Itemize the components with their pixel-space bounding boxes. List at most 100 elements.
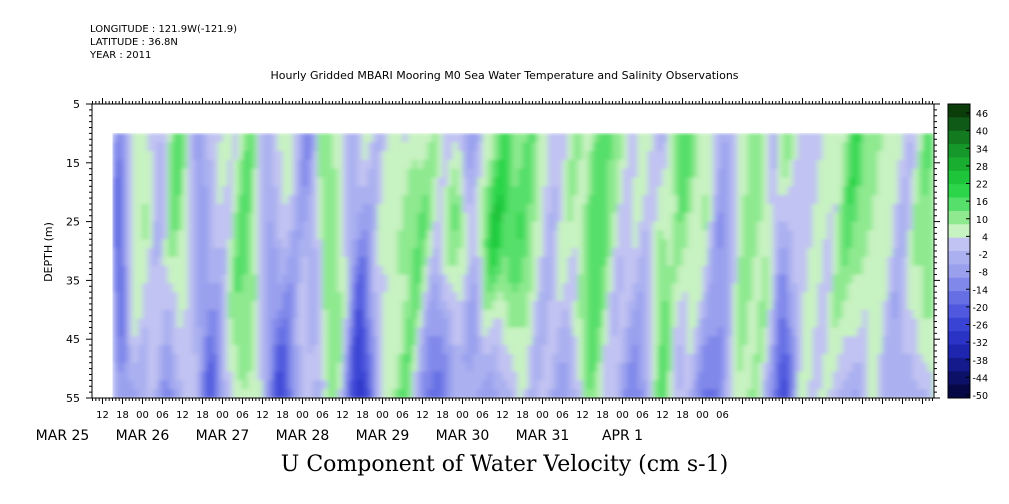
heatmap-cell: [417, 362, 424, 373]
heatmap-cell: [657, 265, 664, 276]
heatmap-cell: [282, 265, 289, 276]
heatmap-cell: [367, 292, 374, 302]
heatmap-cell: [532, 336, 539, 346]
heatmap-cell: [247, 168, 254, 179]
heatmap-cell: [627, 380, 634, 390]
heatmap-cell: [447, 195, 454, 205]
heatmap-cell: [892, 362, 899, 373]
heatmap-cell: [792, 186, 799, 196]
heatmap-cell: [697, 239, 704, 249]
heatmap-cell: [412, 159, 419, 170]
heatmap-cell: [817, 389, 824, 398]
heatmap-cell: [717, 256, 724, 267]
heatmap-cell: [832, 318, 839, 329]
heatmap-cell: [522, 336, 529, 346]
heatmap-cell: [872, 177, 879, 187]
heatmap-cell: [557, 265, 564, 276]
heatmap-cell: [902, 159, 909, 170]
heatmap-cell: [872, 345, 879, 355]
heatmap-cell: [647, 221, 654, 232]
heatmap-cell: [637, 318, 644, 329]
heatmap-cell: [777, 300, 784, 311]
heatmap-cell: [922, 256, 929, 267]
y-tick-label: 15: [66, 157, 80, 170]
heatmap-cell: [832, 151, 839, 161]
heatmap-cell: [737, 292, 744, 302]
heatmap-cell: [337, 371, 344, 381]
heatmap-cell: [462, 239, 469, 249]
heatmap-cell: [687, 248, 694, 258]
heatmap-cell: [627, 274, 634, 284]
heatmap-cell: [447, 345, 454, 355]
heatmap-cell: [822, 309, 829, 320]
heatmap-cell: [147, 380, 154, 390]
heatmap-cell: [557, 336, 564, 346]
heatmap-cell: [737, 203, 744, 214]
x-hour-tick-label: 06: [316, 410, 329, 421]
heatmap-cell: [167, 177, 174, 187]
heatmap-cell: [617, 389, 624, 398]
heatmap-cell: [277, 230, 284, 240]
heatmap-cell: [447, 142, 454, 152]
heatmap-cell: [547, 283, 554, 293]
heatmap-cell: [432, 142, 439, 152]
heatmap-cell: [467, 318, 474, 329]
heatmap-cell: [217, 292, 224, 302]
heatmap-cell: [817, 327, 824, 337]
heatmap-cell: [272, 371, 279, 381]
heatmap-cell: [727, 380, 734, 390]
heatmap-cell: [827, 256, 834, 267]
heatmap-cell: [847, 151, 854, 161]
heatmap-cell: [837, 239, 844, 249]
heatmap-cell: [257, 186, 264, 196]
heatmap-cell: [202, 133, 209, 143]
heatmap-cell: [487, 389, 494, 398]
heatmap-cell: [492, 142, 499, 152]
heatmap-cell: [162, 203, 169, 214]
heatmap-cell: [867, 133, 874, 143]
heatmap-cell: [507, 177, 514, 187]
heatmap-cell: [927, 318, 934, 329]
heatmap-cell: [232, 371, 239, 381]
heatmap-cell: [317, 353, 324, 364]
heatmap-cell: [572, 371, 579, 381]
heatmap-cell: [712, 168, 719, 179]
heatmap-cell: [612, 159, 619, 170]
heatmap-cell: [697, 195, 704, 205]
heatmap-cell: [197, 177, 204, 187]
heatmap-cell: [767, 327, 774, 337]
heatmap-cell: [482, 292, 489, 302]
heatmap-cell: [587, 203, 594, 214]
heatmap-cell: [852, 380, 859, 390]
heatmap-cell: [132, 309, 139, 320]
heatmap-cell: [412, 327, 419, 337]
heatmap-cell: [292, 230, 299, 240]
heatmap-cell: [512, 283, 519, 293]
heatmap-cell: [157, 186, 164, 196]
heatmap-cell: [587, 371, 594, 381]
heatmap-cell: [847, 283, 854, 293]
heatmap-cell: [767, 248, 774, 258]
heatmap-cell: [677, 230, 684, 240]
heatmap-cell: [872, 389, 879, 398]
heatmap-cell: [597, 159, 604, 170]
heatmap-cell: [452, 389, 459, 398]
heatmap-cell: [337, 159, 344, 170]
heatmap-cell: [807, 345, 814, 355]
heatmap-cell: [262, 345, 269, 355]
heatmap-cell: [142, 195, 149, 205]
heatmap-cell: [362, 327, 369, 337]
heatmap-cell: [817, 274, 824, 284]
heatmap-cell: [272, 380, 279, 390]
heatmap-cell: [162, 380, 169, 390]
heatmap-cell: [817, 292, 824, 302]
heatmap-cell: [162, 336, 169, 346]
heatmap-cell: [142, 345, 149, 355]
heatmap-cell: [567, 353, 574, 364]
heatmap-cell: [462, 142, 469, 152]
heatmap-cell: [687, 283, 694, 293]
heatmap-cell: [177, 168, 184, 179]
heatmap-cell: [482, 300, 489, 311]
heatmap-cell: [247, 248, 254, 258]
heatmap-cell: [807, 203, 814, 214]
